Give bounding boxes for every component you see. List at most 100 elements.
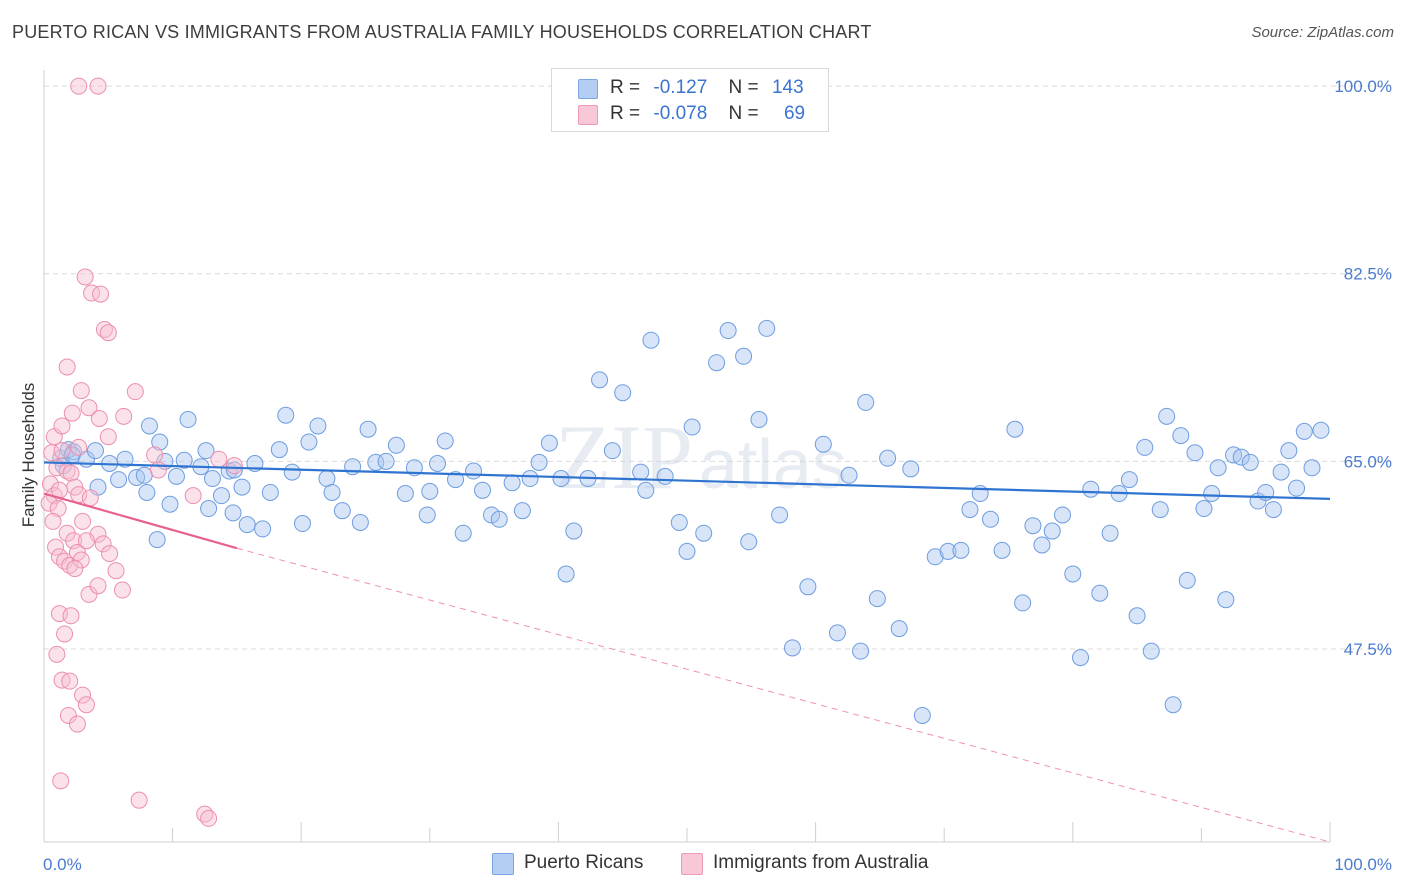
- trend-lines: [236, 547, 1331, 843]
- data-point-australia: [146, 446, 164, 464]
- data-point-puerto-rican: [418, 506, 436, 524]
- data-point-australia: [59, 706, 77, 724]
- data-point-australia: [58, 358, 76, 376]
- data-point-puerto-rican: [1195, 500, 1213, 518]
- data-point-puerto-rican: [503, 474, 521, 492]
- data-point-puerto-rican: [1014, 594, 1032, 612]
- data-point-puerto-rican: [447, 471, 465, 489]
- data-point-puerto-rican: [1241, 453, 1259, 471]
- data-point-puerto-rican: [224, 504, 242, 522]
- data-point-puerto-rican: [377, 452, 395, 470]
- data-point-australia: [47, 538, 65, 556]
- x-tick-label-max: 100.0%: [1334, 855, 1392, 874]
- data-point-puerto-rican: [429, 455, 447, 473]
- data-point-puerto-rican: [1033, 536, 1051, 554]
- data-point-puerto-rican: [86, 442, 104, 460]
- data-point-australia: [99, 324, 117, 342]
- data-point-puerto-rican: [261, 483, 279, 501]
- data-point-puerto-rican: [203, 470, 221, 488]
- data-point-puerto-rican: [1203, 485, 1221, 503]
- legend-n-value: 143: [771, 77, 804, 98]
- data-point-puerto-rican: [614, 384, 632, 402]
- data-point-australia: [70, 438, 88, 456]
- data-point-puerto-rican: [981, 510, 999, 528]
- legend-swatch-pink: [578, 105, 598, 125]
- data-point-puerto-rican: [254, 520, 272, 538]
- data-point-puerto-rican: [902, 460, 920, 478]
- data-point-puerto-rican: [1303, 459, 1321, 477]
- data-point-puerto-rican: [1142, 642, 1160, 660]
- data-point-puerto-rican: [852, 642, 870, 660]
- data-point-australia: [90, 409, 108, 427]
- series-puerto-ricans: [52, 319, 1330, 724]
- legend-n-label: N =: [728, 77, 759, 98]
- bottom-legend-label: Immigrants from Australia: [713, 852, 929, 873]
- data-point-puerto-rican: [814, 435, 832, 453]
- data-point-puerto-rican: [993, 541, 1011, 559]
- data-point-puerto-rican: [283, 463, 301, 481]
- data-point-puerto-rican: [387, 436, 405, 454]
- data-point-puerto-rican: [225, 461, 243, 479]
- data-point-puerto-rican: [1312, 421, 1330, 439]
- data-point-puerto-rican: [1158, 407, 1176, 425]
- data-point-australia: [115, 407, 133, 425]
- data-point-puerto-rican: [540, 434, 558, 452]
- data-point-puerto-rican: [840, 466, 858, 484]
- data-point-puerto-rican: [323, 483, 341, 501]
- data-point-australia: [101, 545, 119, 563]
- legend-n-value: 69: [783, 103, 806, 124]
- data-point-puerto-rican: [421, 482, 439, 500]
- data-point-puerto-rican: [233, 478, 251, 496]
- data-point-puerto-rican: [695, 524, 713, 542]
- data-point-puerto-rican: [783, 639, 801, 657]
- data-point-puerto-rican: [1295, 422, 1313, 440]
- data-point-puerto-rican: [490, 510, 508, 528]
- data-point-australia: [149, 461, 167, 479]
- data-point-puerto-rican: [483, 506, 501, 524]
- data-point-puerto-rican: [758, 319, 776, 337]
- data-point-australia: [210, 450, 228, 468]
- data-point-australia: [81, 489, 99, 507]
- trend-line-australia-extension: [236, 547, 1331, 843]
- data-point-puerto-rican: [474, 481, 492, 499]
- data-point-puerto-rican: [167, 467, 185, 485]
- data-point-puerto-rican: [637, 481, 655, 499]
- data-point-australia: [89, 577, 107, 595]
- data-point-puerto-rican: [750, 411, 768, 429]
- data-point-puerto-rican: [238, 516, 256, 534]
- data-point-puerto-rican: [161, 495, 179, 513]
- data-point-puerto-rican: [771, 506, 789, 524]
- data-point-puerto-rican: [396, 485, 414, 503]
- data-point-puerto-rican: [708, 354, 726, 372]
- data-point-australia: [200, 809, 218, 827]
- data-point-puerto-rican: [465, 462, 483, 480]
- data-point-puerto-rican: [591, 371, 609, 389]
- data-point-puerto-rican: [961, 501, 979, 519]
- data-point-australia: [62, 464, 80, 482]
- data-point-puerto-rican: [603, 442, 621, 460]
- legend-r-value: -0.127: [653, 77, 708, 98]
- series-immigrants-australia: [40, 77, 1331, 827]
- legend-r-value: -0.078: [653, 103, 708, 124]
- data-point-puerto-rican: [1172, 427, 1190, 445]
- data-point-australia: [77, 696, 95, 714]
- legend-r-label: R =: [610, 77, 641, 98]
- chart-title: PUERTO RICAN VS IMMIGRANTS FROM AUSTRALI…: [12, 22, 872, 42]
- legend-r-label: R =: [610, 103, 641, 124]
- data-point-puerto-rican: [1217, 591, 1235, 609]
- data-point-australia: [89, 77, 107, 95]
- data-point-puerto-rican: [300, 433, 318, 451]
- data-point-puerto-rican: [868, 590, 886, 608]
- bottom-legend-swatch-pink: [681, 853, 703, 875]
- data-point-puerto-rican: [1072, 649, 1090, 667]
- data-point-australia: [80, 399, 98, 417]
- data-point-puerto-rican: [1264, 501, 1282, 519]
- data-point-puerto-rican: [735, 347, 753, 365]
- data-point-puerto-rican: [1120, 471, 1138, 489]
- data-point-australia: [62, 607, 80, 625]
- data-point-australia: [74, 686, 92, 704]
- data-point-australia: [74, 512, 92, 530]
- watermark: ZIPatlas: [555, 406, 847, 508]
- data-point-puerto-rican: [513, 502, 531, 520]
